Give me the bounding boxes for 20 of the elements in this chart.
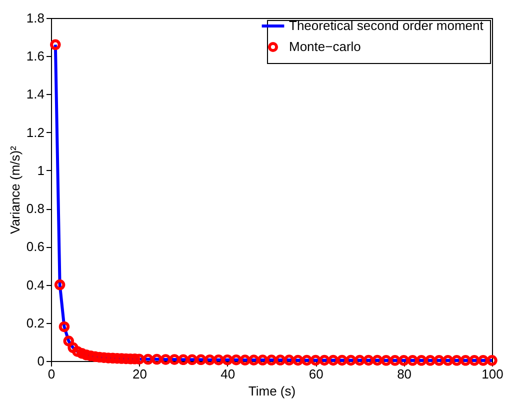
x-tick-label: 40 bbox=[220, 366, 236, 382]
y-tick-label: 1.4 bbox=[26, 86, 44, 102]
y-tick-label: 1.8 bbox=[26, 10, 44, 26]
y-axis-title: Variance (m/s)² bbox=[7, 145, 22, 234]
x-tick-label: 100 bbox=[482, 366, 504, 382]
legend-label: Theoretical second order moment bbox=[289, 18, 484, 33]
y-tick-label: 0 bbox=[37, 354, 44, 368]
y-tick-label: 0.2 bbox=[26, 315, 44, 330]
y-tick-label: 0.8 bbox=[26, 201, 44, 216]
x-axis-title: Time (s) bbox=[248, 384, 296, 398]
x-tick-label: 0 bbox=[48, 366, 56, 382]
y-tick-label: 1.6 bbox=[26, 48, 44, 64]
x-tick-label: 60 bbox=[308, 366, 324, 382]
y-tick-label: 0.4 bbox=[26, 277, 44, 292]
x-tick-label: 20 bbox=[132, 366, 147, 382]
y-tick-label: 1 bbox=[37, 162, 44, 178]
x-tick-label: 80 bbox=[397, 366, 412, 382]
y-tick-label: 0.6 bbox=[26, 239, 44, 254]
y-tick-label: 1.2 bbox=[26, 124, 44, 140]
legend-label: Monte−carlo bbox=[289, 39, 361, 54]
